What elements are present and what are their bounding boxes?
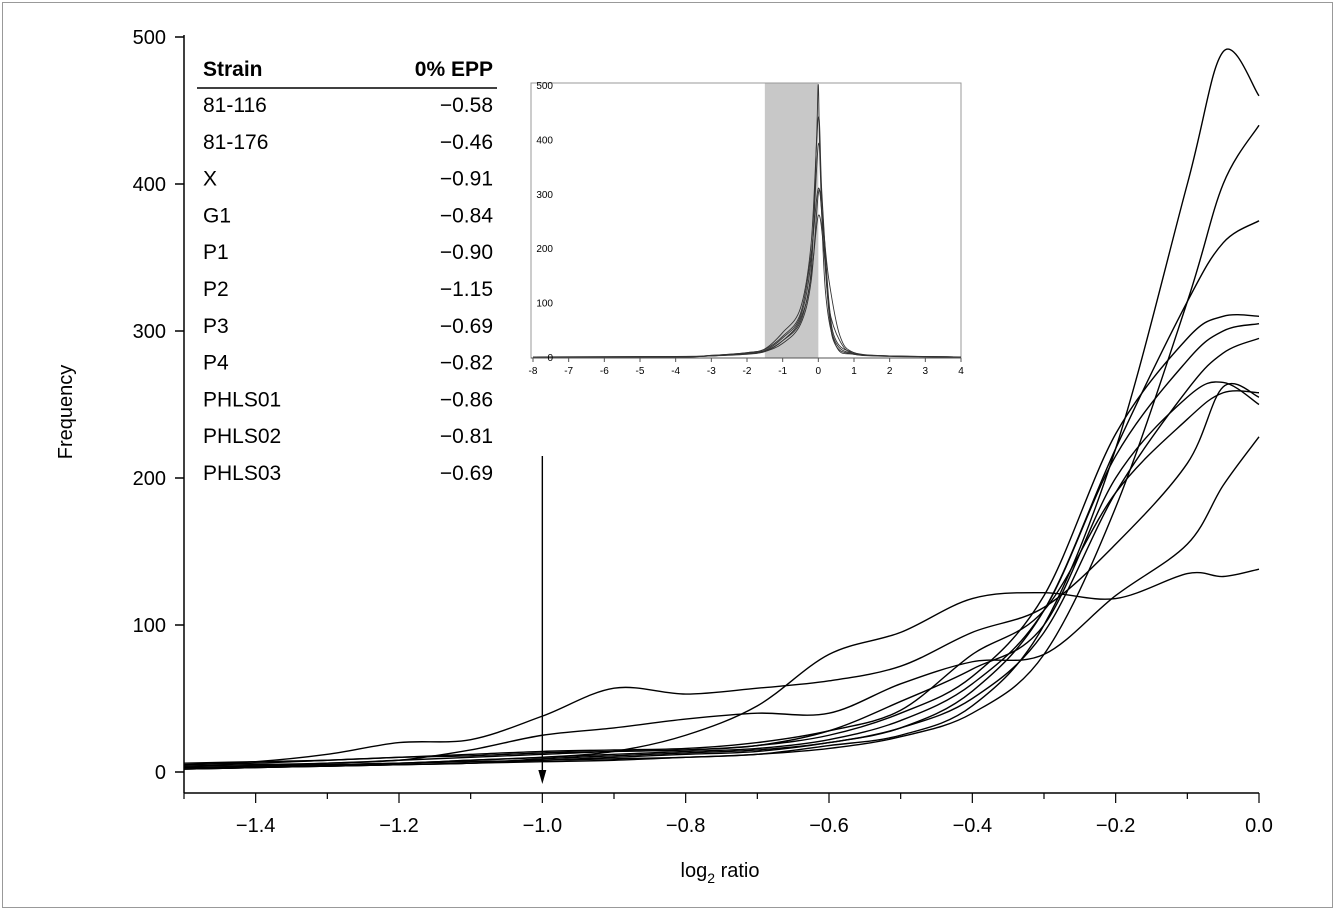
main-series-group (184, 48, 1260, 770)
inset-x-tick-label: -4 (671, 366, 680, 377)
x-axis-label-main: log (681, 860, 708, 882)
x-tick-label: −0.6 (809, 815, 848, 837)
y-tick-label: 300 (133, 321, 166, 343)
inset-x-tick-label: 2 (887, 366, 893, 377)
table-header-epp: 0% EPP (415, 58, 493, 81)
inset-x-tick-label: -5 (636, 366, 645, 377)
inset-chart: 0 100 200 300 400 500 -8 -7 -6 -5 -4 -3 -2 -1 0 1 2 3 4 (529, 81, 965, 377)
series-line-3 (184, 568, 1260, 767)
table-cell-strain: PHLS03 (203, 462, 281, 485)
inset-y-tick-label: 300 (536, 190, 553, 201)
table-cell-strain: P4 (203, 352, 229, 375)
inset-series-line-2 (532, 116, 961, 358)
table-rows: 81-116 −0.58 81-176 −0.46 X −0.91 G1 −0.84 P1 −0.… (203, 94, 493, 485)
inset-x-tick-label: -2 (743, 366, 752, 377)
inset-y-tick-label: 400 (536, 135, 553, 146)
y-tick-label: 100 (133, 615, 166, 637)
y-tick-label: 400 (133, 174, 166, 196)
inset-y-tick-label: 200 (536, 244, 553, 255)
table-cell-strain: P1 (203, 241, 229, 264)
table-cell-epp: −1.15 (440, 278, 493, 301)
y-tick-label: 500 (133, 27, 166, 49)
series-line-1 (184, 382, 1260, 766)
series-line-11 (184, 390, 1260, 764)
inset-series-line-3 (532, 142, 961, 358)
strain-table: Strain 0% EPP 81-116 −0.58 81-176 −0.46 X −0.… (197, 58, 497, 485)
series-line-2 (184, 436, 1260, 769)
table-cell-epp: −0.91 (440, 168, 493, 191)
inset-x-tick-label: -7 (564, 366, 573, 377)
inset-shaded-region (764, 83, 819, 358)
inset-y-tick-label: 0 (547, 353, 553, 364)
table-cell-epp: −0.84 (440, 204, 493, 227)
table-cell-strain: 81-176 (203, 131, 268, 154)
y-axis-label: Frequency (55, 365, 77, 460)
x-ticks: −1.4 −1.2 −1.0 −0.8 −0.6 −0.4 −0.2 0.0 (183, 793, 1273, 837)
arrow-head (538, 770, 547, 784)
table-cell-epp: −0.46 (440, 131, 493, 154)
inset-x-tick-label: -3 (707, 366, 716, 377)
y-tick-label: 0 (155, 762, 166, 784)
inset-y-tick-label: 500 (536, 81, 553, 92)
inset-y-tick-label: 100 (536, 299, 553, 310)
inset-x-tick-label: -8 (529, 366, 538, 377)
x-axis-label-subscript: 2 (707, 870, 715, 886)
series-line-5 (184, 124, 1260, 769)
annotation-arrow (538, 455, 547, 784)
series-line-7 (184, 313, 1260, 767)
inset-x-tick-label: 0 (816, 366, 822, 377)
inset-x-tick-label: 4 (958, 366, 964, 377)
table-cell-strain: PHLS02 (203, 425, 281, 448)
x-tick-label: −0.4 (953, 815, 992, 837)
inset-x-ticks: -8 -7 -6 -5 -4 -3 -2 -1 0 1 2 3 4 (529, 358, 964, 377)
table-cell-epp: −0.58 (440, 94, 493, 117)
series-line-10 (184, 381, 1260, 766)
series-line-8 (184, 322, 1260, 769)
table-cell-strain: P3 (203, 315, 229, 338)
table-cell-strain: X (203, 168, 217, 191)
x-tick-label: 0.0 (1245, 815, 1273, 837)
inset-series-line-1 (532, 84, 961, 358)
table-cell-epp: −0.81 (440, 425, 493, 448)
inset-x-tick-label: 3 (923, 366, 929, 377)
table-cell-epp: −0.82 (440, 352, 493, 375)
x-axis-label: log2 ratio (681, 860, 760, 886)
series-line-9 (184, 337, 1260, 770)
table-cell-strain: P2 (203, 278, 229, 301)
table-header-strain: Strain (203, 58, 263, 81)
y-tick-label: 200 (133, 468, 166, 490)
inset-x-tick-label: -6 (600, 366, 609, 377)
x-tick-label: −0.2 (1096, 815, 1135, 837)
table-cell-epp: −0.69 (440, 315, 493, 338)
x-tick-label: −0.8 (666, 815, 705, 837)
table-cell-epp: −0.90 (440, 241, 493, 264)
x-axis-label-suffix: ratio (715, 860, 759, 882)
inset-series-group (532, 84, 961, 358)
y-ticks: 0 100 200 300 400 500 (133, 27, 184, 784)
inset-series-line-5 (532, 187, 961, 358)
table-cell-epp: −0.86 (440, 388, 493, 411)
table-cell-strain: PHLS01 (203, 388, 281, 411)
inset-series-line-6 (532, 214, 961, 358)
table-cell-strain: 81-116 (203, 94, 267, 117)
inset-series-line-4 (532, 189, 961, 358)
inset-y-ticks: 0 100 200 300 400 500 (536, 81, 553, 364)
table-cell-epp: −0.69 (440, 462, 493, 485)
series-line-6 (184, 220, 1260, 770)
inset-x-tick-label: -1 (778, 366, 787, 377)
series-line-4 (184, 48, 1260, 770)
x-tick-label: −1.0 (523, 815, 562, 837)
inset-x-tick-label: 1 (851, 366, 857, 377)
x-tick-label: −1.4 (236, 815, 275, 837)
x-tick-label: −1.2 (379, 815, 418, 837)
inset-frame (530, 82, 962, 359)
table-cell-strain: G1 (203, 204, 231, 227)
